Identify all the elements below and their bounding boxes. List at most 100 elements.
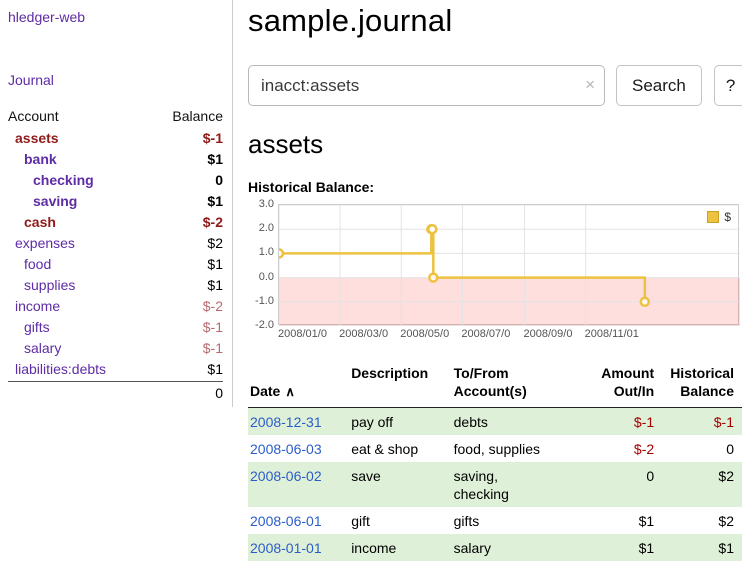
sidebar-item-journal[interactable]: Journal — [8, 72, 54, 88]
account-row: food $1 — [8, 254, 223, 275]
y-tick-label: 0.0 — [258, 270, 274, 283]
transaction-amount: $1 — [638, 540, 655, 556]
sort-ascending-icon: ∧ — [285, 384, 295, 399]
account-heading: assets — [248, 129, 324, 159]
account-link-gifts[interactable]: gifts — [24, 319, 50, 335]
search-box: × — [248, 65, 605, 106]
account-row: supplies $1 — [8, 275, 223, 296]
account-row: liabilities:debts $1 — [8, 359, 223, 380]
transaction-description: income — [351, 540, 397, 556]
account-balance: $1 — [207, 256, 223, 272]
account-row: cash $-2 — [8, 212, 223, 233]
transaction-accounts: food, supplies — [453, 441, 541, 457]
transaction-accounts: gifts — [453, 513, 480, 529]
accounts-header: Account Balance — [8, 105, 223, 128]
transaction-date-link[interactable]: 2008-06-02 — [250, 468, 322, 484]
register-row: 2008-06-01 gift gifts $1 $2 — [248, 507, 742, 534]
data-point-marker — [639, 296, 651, 308]
account-link-checking[interactable]: checking — [33, 172, 94, 188]
y-tick-label: -2.0 — [255, 319, 274, 331]
x-tick-label: 2008/07/0 — [461, 328, 511, 340]
date-column-header[interactable]: Date ∧ — [248, 362, 344, 408]
account-link-food[interactable]: food — [24, 256, 52, 272]
account-link-liabilities-debts[interactable]: liabilities:debts — [15, 361, 107, 377]
account-balance: $-1 — [202, 319, 223, 335]
x-tick-label: 2008/05/0 — [400, 328, 450, 340]
amount-column-header: Amount Out/In — [590, 362, 663, 408]
page-title: sample.journal — [248, 3, 453, 38]
account-row: saving $1 — [8, 191, 223, 212]
transaction-date-link[interactable]: 2008-06-03 — [250, 441, 322, 457]
account-link-expenses[interactable]: expenses — [15, 235, 75, 251]
transaction-accounts: salary — [453, 540, 491, 556]
account-balance: $1 — [207, 193, 223, 209]
account-row: gifts $-1 — [8, 317, 223, 338]
chart-legend: $ — [703, 208, 735, 226]
register-row: 2008-12-31 pay off debts $-1 $-1 — [248, 407, 742, 435]
transaction-amount: $1 — [638, 513, 655, 529]
account-link-bank[interactable]: bank — [24, 151, 57, 167]
app-layout: hledger-web Journal Account Balance asse… — [0, 0, 742, 561]
chart-y-axis: 3.0 2.0 1.0 0.0 -1.0 -2.0 — [248, 198, 274, 331]
chart-title: Historical Balance: — [248, 179, 375, 195]
register-header-row: Date ∧ Description To/From Account(s) Amo… — [248, 362, 742, 408]
y-tick-label: -1.0 — [255, 294, 274, 307]
account-balance: $2 — [207, 235, 223, 251]
x-tick-label: 2008/01/0 — [278, 328, 327, 340]
register-row: 2008-06-02 save saving, checking 0 $2 — [248, 462, 742, 507]
transaction-balance: $-1 — [713, 414, 734, 430]
transaction-description: pay off — [351, 414, 393, 430]
historical-balance-chart: 3.0 2.0 1.0 0.0 -1.0 -2.0 $ 2008/01/0 2008/03/… — [248, 198, 740, 341]
transaction-accounts: saving, checking — [453, 468, 509, 502]
help-button[interactable]: ? — [713, 65, 742, 106]
transaction-amount: $-1 — [633, 414, 655, 430]
account-row: income $-2 — [8, 296, 223, 317]
accounts-total: 0 — [8, 381, 223, 405]
transaction-balance: $2 — [718, 468, 734, 484]
account-row: assets $-1 — [8, 128, 223, 149]
account-row: bank $1 — [8, 149, 223, 170]
date-column-label: Date — [250, 383, 281, 399]
account-link-income[interactable]: income — [15, 298, 61, 314]
account-link-salary[interactable]: salary — [24, 340, 62, 356]
transaction-date-link[interactable]: 2008-12-31 — [250, 414, 322, 430]
register-row: 2008-01-01 income salary $1 $1 — [248, 534, 742, 561]
app-brand-link[interactable]: hledger-web — [8, 9, 86, 25]
account-row: expenses $2 — [8, 233, 223, 254]
search-button[interactable]: Search — [616, 65, 702, 106]
y-tick-label: 3.0 — [258, 198, 274, 210]
account-balance: $-1 — [202, 130, 223, 146]
main-content: sample.journal × Search ? assets Histori… — [233, 0, 742, 561]
balance-column-header: Historical Balance — [662, 362, 742, 408]
legend-label: $ — [724, 210, 731, 224]
y-tick-label: 1.0 — [258, 246, 274, 259]
account-link-assets[interactable]: assets — [15, 130, 59, 146]
account-balance: $-2 — [202, 214, 223, 230]
clear-search-icon[interactable]: × — [585, 75, 595, 94]
search-bar: × Search ? — [248, 65, 742, 106]
transaction-date-link[interactable]: 2008-01-01 — [250, 540, 322, 556]
account-balance: $1 — [207, 151, 223, 167]
x-tick-label: 2008/11/01 — [584, 328, 639, 340]
register-row: 2008-06-03 eat & shop food, supplies $-2… — [248, 435, 742, 462]
x-tick-label: 2008/03/0 — [339, 328, 389, 340]
account-balance: 0 — [215, 172, 223, 188]
data-point-marker — [428, 272, 439, 283]
transaction-balance: $1 — [718, 540, 734, 556]
accounts-header-balance: Balance — [172, 108, 223, 124]
account-balance: $1 — [207, 277, 223, 293]
account-balance: $1 — [207, 361, 223, 377]
transaction-balance: $2 — [718, 513, 734, 529]
accounts-tree: Account Balance assets $-1 bank $1 check… — [8, 105, 223, 405]
account-link-supplies[interactable]: supplies — [24, 277, 76, 293]
sidebar: hledger-web Journal Account Balance asse… — [0, 0, 233, 407]
search-input[interactable] — [248, 65, 605, 106]
transaction-description: eat & shop — [351, 441, 419, 457]
account-link-cash[interactable]: cash — [24, 214, 56, 230]
chart-canvas — [279, 205, 740, 326]
transaction-description: save — [351, 468, 381, 484]
legend-swatch-icon — [707, 211, 720, 223]
account-link-saving[interactable]: saving — [33, 193, 78, 209]
transaction-date-link[interactable]: 2008-06-01 — [250, 513, 322, 529]
y-tick-label: 2.0 — [258, 222, 274, 235]
